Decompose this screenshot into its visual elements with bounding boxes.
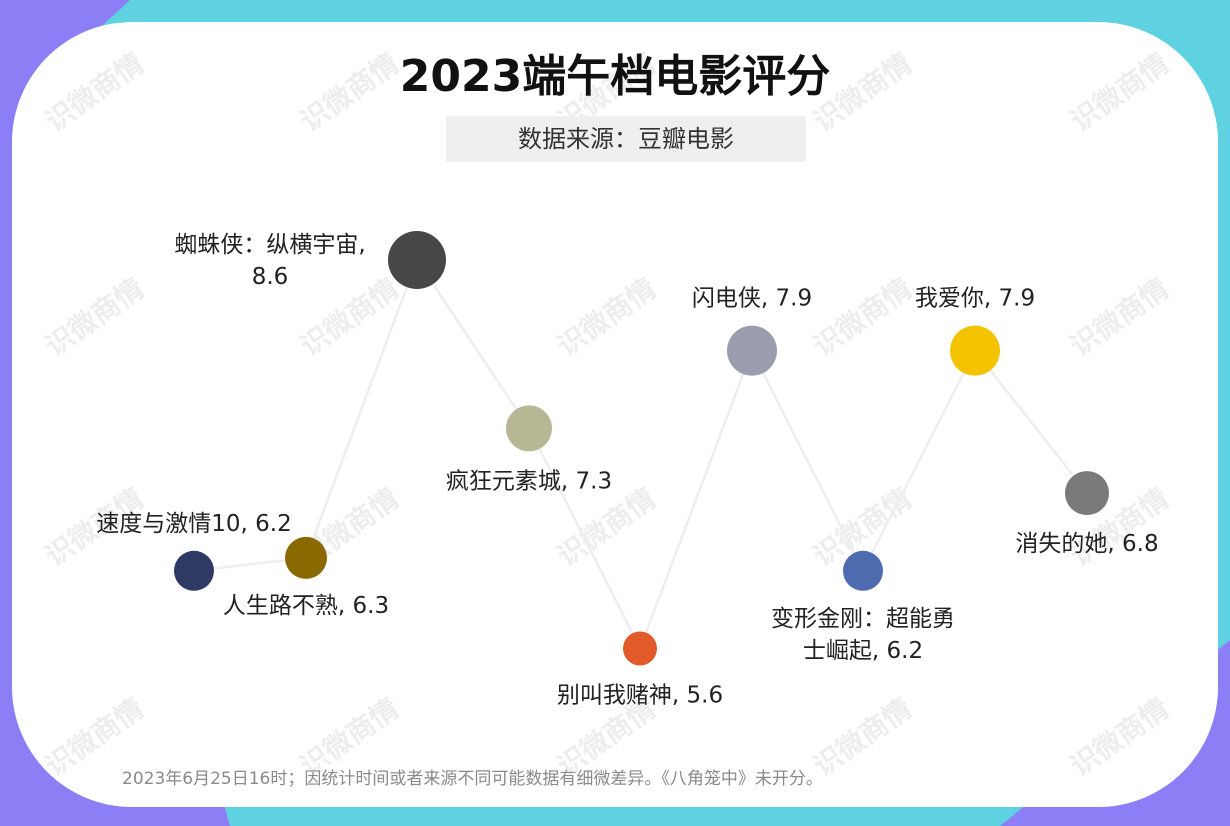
data-point [388,231,446,289]
data-label: 我爱你, 7.9 [915,286,1035,312]
data-label: 变形金刚：超能勇 [771,606,955,632]
data-label: 闪电侠, 7.9 [692,286,812,312]
connector-line [974,349,1088,494]
data-label: 疯狂元素城, 7.3 [446,468,612,494]
connector-line [415,259,531,430]
footnote: 2023年6月25日16时；因统计时间或者来源不同可能数据有细微差异。《八角笼中… [122,769,823,789]
connector-line [638,350,754,649]
data-point [727,325,777,376]
data-point [950,325,1000,376]
data-point [285,536,327,579]
data-label: 人生路不熟, 6.3 [223,593,389,619]
connector-line [527,427,642,650]
data-source-label: 数据来源：豆瓣电影 [446,116,806,162]
data-label: 消失的她, 6.8 [1015,531,1158,557]
data-label: 速度与激情10, 6.2 [96,511,291,537]
connector-line [750,350,865,572]
data-point [843,550,883,591]
data-point [506,405,552,452]
connector-line [861,350,977,572]
chart-title: 2023端午档电影评分 [399,51,831,102]
data-label: 蜘蛛侠：纵横宇宙, [174,232,365,258]
data-label: 8.6 [252,264,289,290]
data-point [174,550,214,591]
data-point [623,631,657,666]
data-point [1065,471,1109,516]
data-label: 士崛起, 6.2 [803,638,923,664]
data-label: 别叫我赌神, 5.6 [557,683,723,709]
connector-line [304,259,419,559]
